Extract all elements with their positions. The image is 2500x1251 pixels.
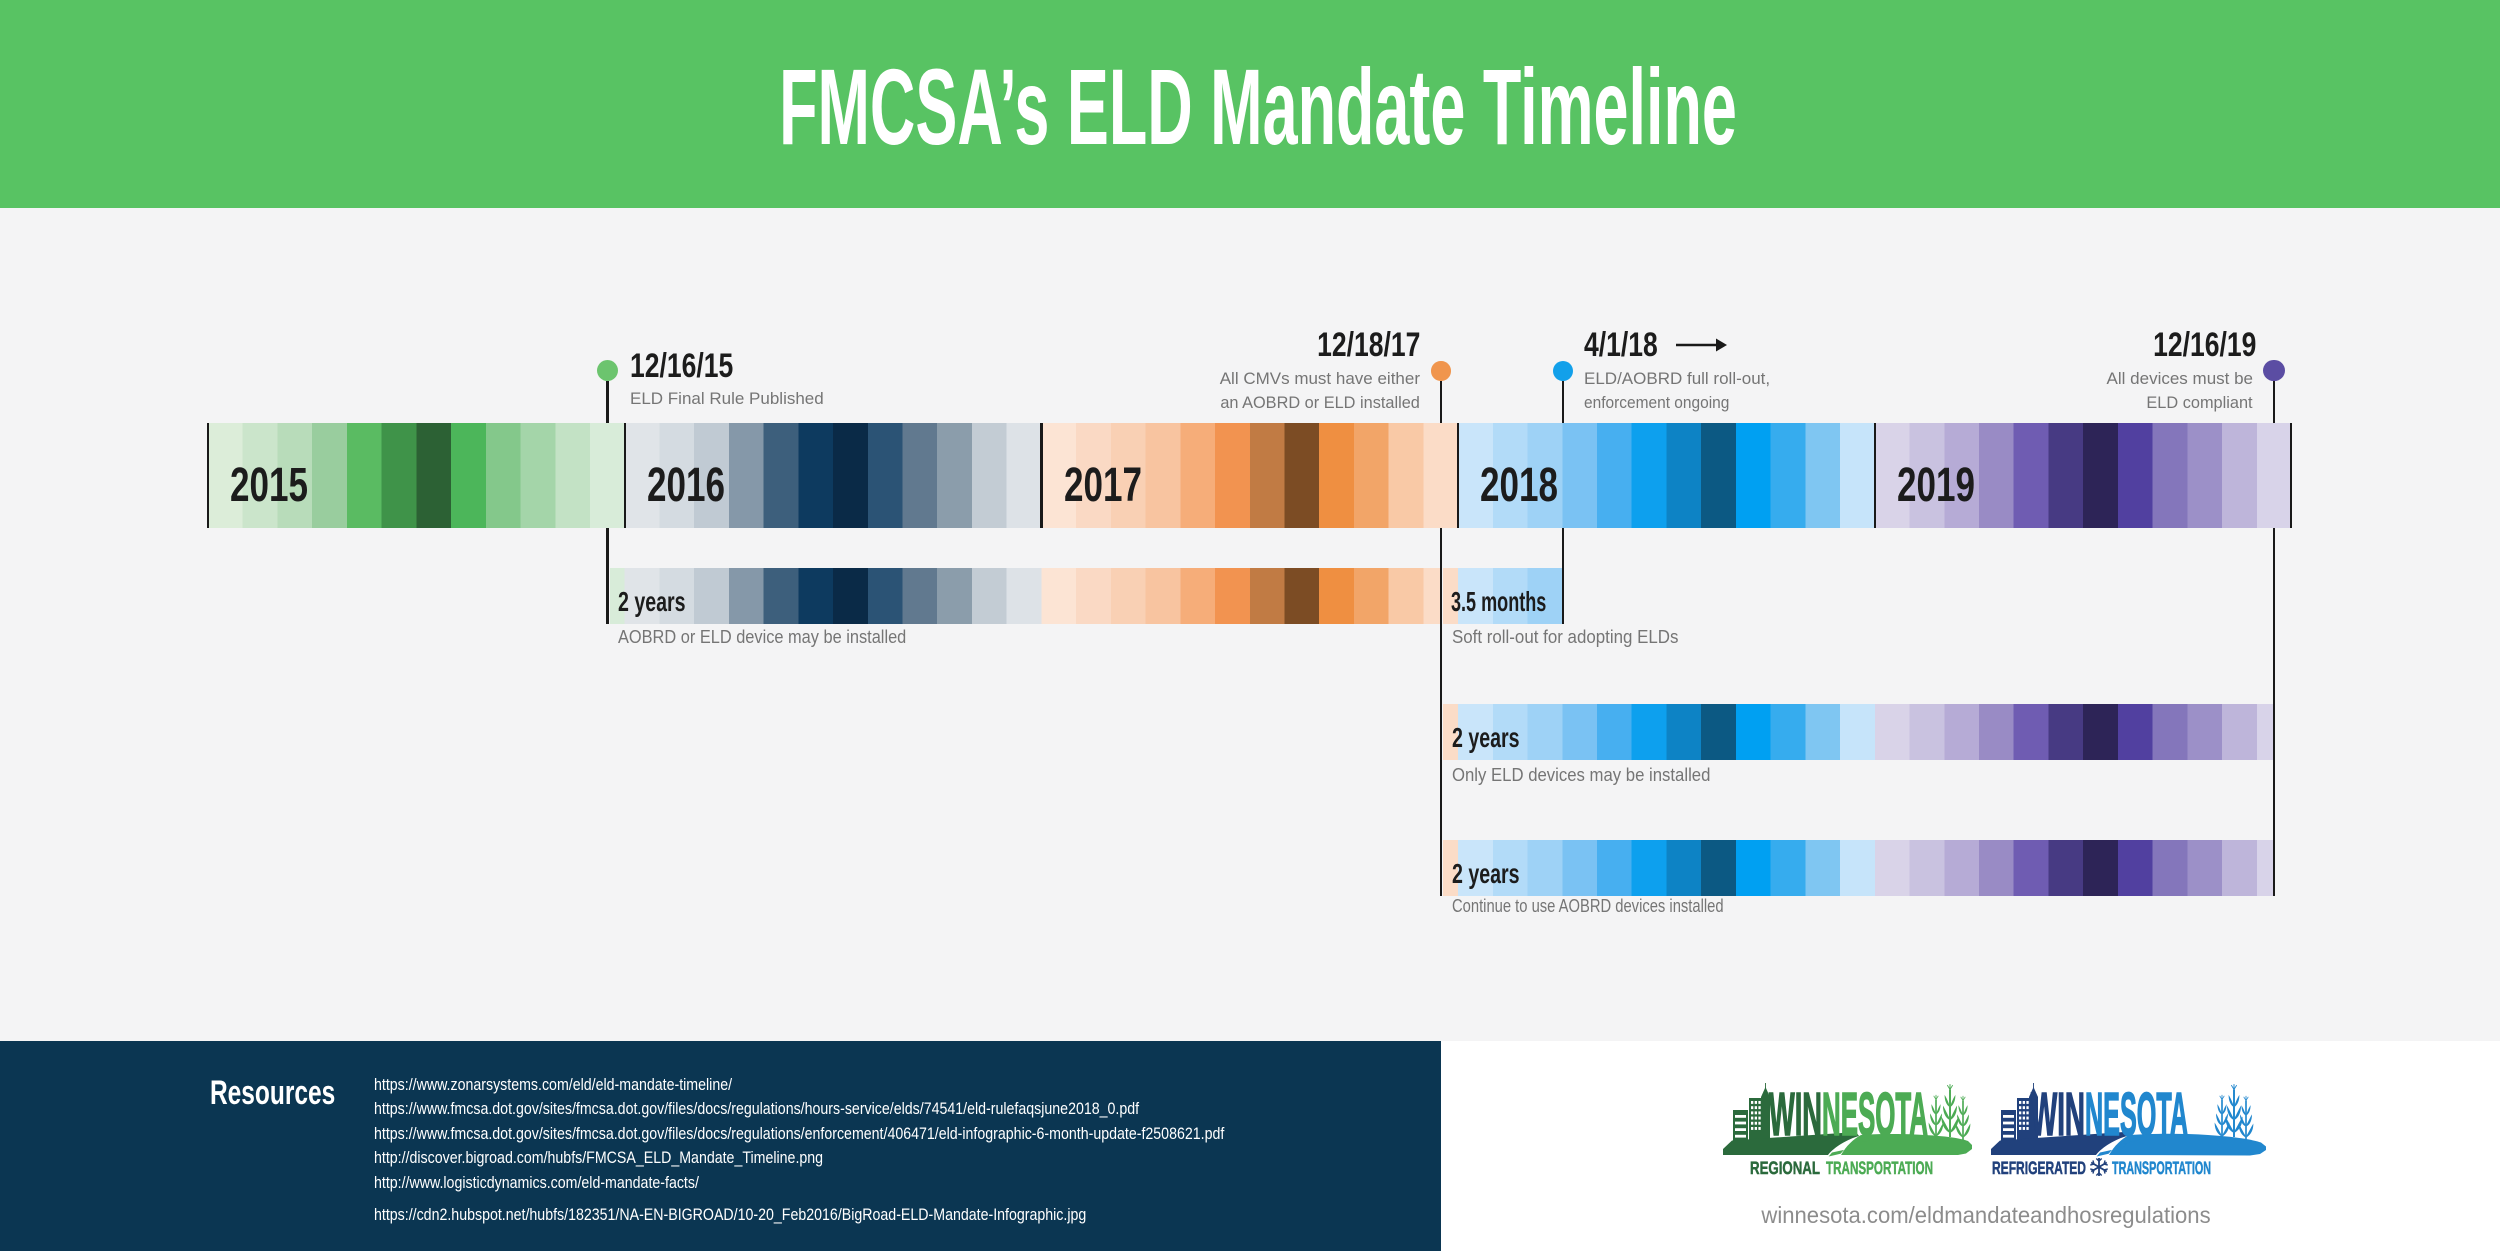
svg-text:REFRIGERATED: REFRIGERATED (1992, 1158, 2086, 1178)
svg-text:WIN: WIN (1769, 1083, 1822, 1148)
svg-text:NESOTA: NESOTA (2085, 1083, 2188, 1148)
svg-text:TRANSPORTATION: TRANSPORTATION (1826, 1158, 1933, 1178)
svg-text:TRANSPORTATION: TRANSPORTATION (2112, 1158, 2211, 1178)
svg-text:NESOTA: NESOTA (1822, 1083, 1928, 1148)
svg-text:WIN: WIN (2031, 1083, 2085, 1148)
svg-text:REGIONAL: REGIONAL (1750, 1158, 1820, 1178)
